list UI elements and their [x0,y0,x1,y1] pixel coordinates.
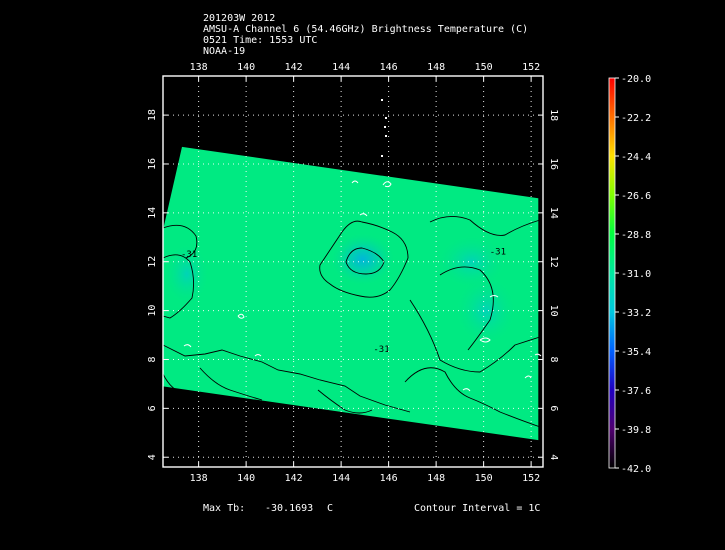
contour-line [409,299,543,373]
contour-line [163,224,198,259]
land-outline [351,180,359,184]
colorbar-tick-label: -26.6 [621,191,651,202]
contour-line [319,220,409,298]
x-tick-label-top: 144 [332,62,350,73]
y-tick-label-left: 4 [147,454,158,460]
y-tick-label-left: 6 [147,405,158,411]
y-tick-label-left: 14 [147,207,158,219]
x-tick-label-top: 148 [427,62,445,73]
header-time: 0521 Time: 1553 UTC [203,35,318,46]
colorbar-tick-label: -31.0 [621,269,651,280]
y-tick-label-left: 10 [147,305,158,317]
island-dot [381,155,383,157]
x-tick-label-top: 150 [475,62,493,73]
y-tick-label-right: 14 [548,207,559,219]
x-tick-label-bottom: 142 [285,473,303,484]
land-outline [183,344,192,348]
contour-line [404,367,543,429]
x-tick-label-bottom: 146 [380,473,398,484]
x-tick-label-top: 152 [522,62,540,73]
cold-spot [437,235,506,288]
y-tick-label-right: 16 [548,158,559,170]
header-satellite: NOAA-19 [203,46,246,57]
land-outline [237,313,245,319]
cold-spot [164,243,209,304]
contour-interval: Contour Interval = 1C [414,503,541,514]
y-tick-label-right: 10 [548,305,559,317]
colorbar-tick-label: -24.4 [621,152,651,163]
y-tick-label-right: 8 [548,356,559,362]
land-outline [359,213,368,217]
y-tick-label-right: 4 [548,454,559,460]
x-tick-label-bottom: 144 [332,473,350,484]
y-tick-label-left: 8 [147,356,158,362]
y-tick-label-right: 6 [548,405,559,411]
contour-label: -31 [181,250,197,260]
colorbar-tick-label: -28.8 [621,230,651,241]
max-tb-label: Max Tb: [203,503,246,514]
colorbar [608,77,616,469]
x-tick-label-bottom: 148 [427,473,445,484]
cold-spot [456,276,516,345]
y-tick-label-left: 16 [147,158,158,170]
land-outline [524,375,532,379]
land-outline [382,181,392,188]
island-dot [384,126,386,128]
plot-frame [162,75,544,468]
colorbar-tick-label: -39.8 [621,425,651,436]
y-tick-label-right: 12 [548,256,559,268]
x-tick-label-top: 146 [380,62,398,73]
header-product: AMSU-A Channel 6 (54.46GHz) Brightness T… [203,24,529,35]
colorbar-tick-label: -22.2 [621,113,651,124]
contour-line [439,266,494,351]
y-tick-label-right: 18 [548,109,559,121]
x-tick-label-top: 138 [190,62,208,73]
y-tick-label-left: 18 [147,109,158,121]
colorbar-tick-label: -37.6 [621,386,651,397]
max-tb-unit: C [327,503,334,514]
contour-label: -31 [373,345,389,355]
x-tick-label-top: 142 [285,62,303,73]
x-tick-label-top: 140 [237,62,255,73]
cold-spot [330,233,395,286]
land-outline [254,354,262,357]
contour-line [163,373,181,393]
land-outline [489,295,499,298]
x-tick-label-bottom: 140 [237,473,255,484]
contour-label: -31 [490,247,506,257]
colorbar-tick-label: -42.0 [621,464,651,475]
y-tick-label-left: 12 [147,256,158,268]
contour-line [317,389,373,414]
land-outline [462,388,471,392]
colorbar-tick-label: -35.4 [621,347,651,358]
max-tb-value: -30.1693 [265,503,314,514]
land-outline [534,353,542,357]
x-tick-label-bottom: 138 [190,473,208,484]
x-tick-label-bottom: 150 [475,473,493,484]
colorbar-tick-label: -33.2 [621,308,651,319]
island-dot [385,135,387,137]
colorbar-tick-label: -20.0 [621,74,651,85]
contour-line [163,254,195,319]
contour-line [163,344,411,413]
header-storm-id: 201203W 2012 [203,13,276,24]
island-dot [381,99,383,101]
contour-line [199,367,263,401]
contour-line [429,216,541,236]
x-tick-label-bottom: 152 [522,473,540,484]
island-dot [385,117,387,119]
